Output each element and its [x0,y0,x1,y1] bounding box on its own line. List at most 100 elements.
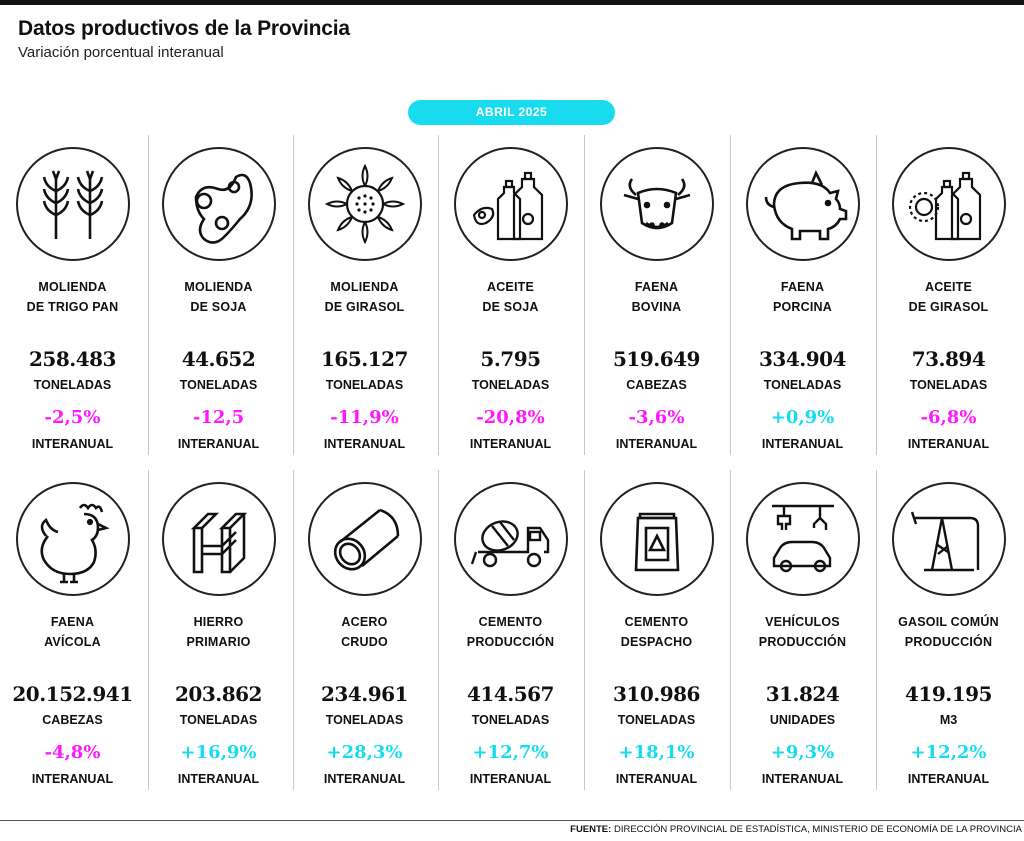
indicator-change-label: INTERANUAL [31,772,114,786]
indicator-value: 73.894 [911,347,986,371]
indicator-unit: TONELADAS [471,713,550,727]
column-divider [730,135,731,455]
column-divider [438,470,439,790]
indicator-card: VEHÍCULOS PRODUCCIÓN 31.824 UNIDADES +9,… [730,470,875,790]
soy-icon [162,147,276,261]
page-title: Datos productivos de la Provincia [18,17,350,40]
indicator-label-line2: DE TRIGO PAN [26,300,119,314]
indicator-row: MOLIENDA DE TRIGO PAN 258.483 TONELADAS … [0,135,1024,455]
indicator-label-line1: HIERRO [193,615,244,629]
wheat-icon [16,147,130,261]
indicator-card: GASOIL COMÚN PRODUCCIÓN 419.195 M3 +12,2… [876,470,1021,790]
indicator-value: 5.795 [480,347,541,371]
indicator-card: MOLIENDA DE GIRASOL 165.127 TONELADAS -1… [292,135,437,455]
indicator-change: -6,8% [920,407,977,428]
oil-pump-icon [892,482,1006,596]
indicator-change-label: INTERANUAL [469,772,552,786]
indicator-change: +9,3% [770,742,835,763]
indicator-label-line2: AVÍCOLA [44,635,101,649]
indicator-change-label: INTERANUAL [469,437,552,451]
indicator-change-label: INTERANUAL [323,772,406,786]
indicator-card: HIERRO PRIMARIO 203.862 TONELADAS +16,9%… [146,470,291,790]
indicator-card: FAENA BOVINA 519.649 CABEZAS -3,6% INTER… [584,135,729,455]
column-divider [148,135,149,455]
indicator-change-label: INTERANUAL [615,772,698,786]
indicator-value: 44.652 [181,347,256,371]
indicator-label-line2: PRODUCCIÓN [466,635,555,649]
indicator-card: FAENA PORCINA 334.904 TONELADAS +0,9% IN… [730,135,875,455]
indicator-label-line1: GASOIL COMÚN [898,615,999,629]
indicator-label-line2: PRODUCCIÓN [758,635,847,649]
indicator-unit: M3 [939,713,958,727]
indicator-value: 258.483 [29,347,116,371]
indicator-change: -11,9% [330,407,399,428]
sunflower-oil-icon [892,147,1006,261]
rooster-icon [16,482,130,596]
indicator-value: 519.649 [613,347,700,371]
pig-icon [746,147,860,261]
indicator-card: MOLIENDA DE TRIGO PAN 258.483 TONELADAS … [0,135,145,455]
indicator-change-label: INTERANUAL [907,437,990,451]
indicator-label-line1: MOLIENDA [330,280,399,294]
indicator-change: +0,9% [770,407,835,428]
indicator-change: +12,2% [910,742,987,763]
indicator-value: 419.195 [905,682,992,706]
indicator-label-line1: CEMENTO [478,615,543,629]
indicator-label-line2: PRIMARIO [186,635,251,649]
indicator-change: -2,5% [44,407,101,428]
cow-icon [600,147,714,261]
indicator-label-line2: PRODUCCIÓN [904,635,993,649]
indicator-card: FAENA AVÍCOLA 20.152.941 CABEZAS -4,8% I… [0,470,145,790]
indicator-unit: TONELADAS [179,378,258,392]
indicator-label-line1: MOLIENDA [184,280,253,294]
column-divider [148,470,149,790]
source-label: FUENTE: [570,824,612,835]
indicator-label-line1: ACEITE [486,280,535,294]
indicator-unit: TONELADAS [33,378,112,392]
indicator-unit: CABEZAS [42,713,103,727]
indicator-label-line1: FAENA [50,615,95,629]
indicator-value: 310.986 [613,682,700,706]
column-divider [584,470,585,790]
indicator-label-line2: DE SOJA [482,300,539,314]
indicator-unit: CABEZAS [626,378,687,392]
indicator-change-label: INTERANUAL [177,437,260,451]
indicator-label-line2: DESPACHO [620,635,693,649]
indicator-change: -3,6% [628,407,685,428]
indicator-card: CEMENTO DESPACHO 310.986 TONELADAS +18,1… [584,470,729,790]
indicator-label-line1: FAENA [780,280,825,294]
indicator-value: 414.567 [467,682,554,706]
soy-oil-icon [454,147,568,261]
indicator-change-label: INTERANUAL [177,772,260,786]
indicator-unit: TONELADAS [325,378,404,392]
indicator-unit: TONELADAS [763,378,842,392]
indicator-value: 20.152.941 [12,682,133,706]
indicator-unit: TONELADAS [617,713,696,727]
indicator-label-line1: VEHÍCULOS [765,615,840,629]
indicator-label-line1: MOLIENDA [38,280,107,294]
indicator-card: ACEITE DE SOJA 5.795 TONELADAS -20,8% IN… [438,135,583,455]
indicator-label-line1: ACERO [341,615,388,629]
source-text: DIRECCIÓN PROVINCIAL DE ESTADÍSTICA, MIN… [611,824,1022,835]
column-divider [876,470,877,790]
iron-beam-icon [162,482,276,596]
indicator-label-line1: ACEITE [924,280,973,294]
indicator-card: ACEITE DE GIRASOL 73.894 TONELADAS -6,8%… [876,135,1021,455]
sunflower-icon [308,147,422,261]
cement-truck-icon [454,482,568,596]
indicator-change: -12,5 [192,407,245,428]
footer-rule [0,820,1024,821]
indicator-change-label: INTERANUAL [615,437,698,451]
column-divider [584,135,585,455]
column-divider [293,470,294,790]
car-assembly-icon [746,482,860,596]
column-divider [438,135,439,455]
column-divider [293,135,294,455]
indicator-change: -20,8% [476,407,545,428]
indicator-card: ACERO CRUDO 234.961 TONELADAS +28,3% INT… [292,470,437,790]
column-divider [876,135,877,455]
indicator-change: +12,7% [472,742,549,763]
indicator-label-line2: CRUDO [341,635,388,649]
indicator-label-line1: FAENA [634,280,679,294]
indicator-value: 31.824 [765,682,840,706]
